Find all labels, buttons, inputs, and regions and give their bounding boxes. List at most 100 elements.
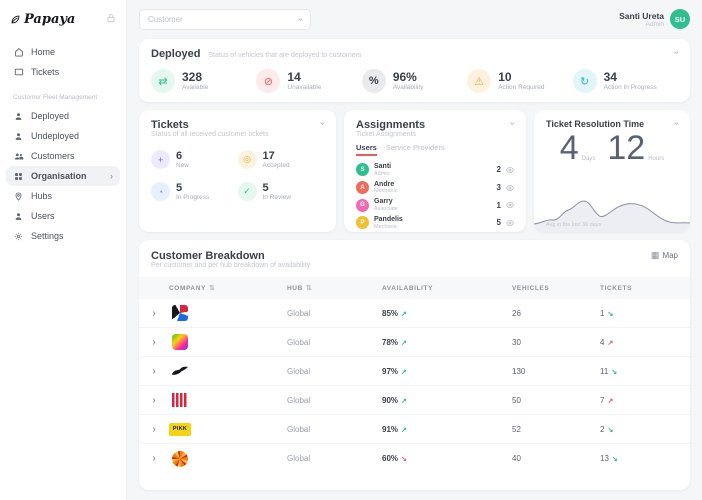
- accepted-icon: ◎: [237, 150, 257, 170]
- sidebar-item-label: Organisation: [31, 171, 87, 181]
- eye-icon[interactable]: [506, 184, 514, 192]
- expand-chevron-icon[interactable]: ›: [152, 365, 156, 377]
- middle-row: Tickets Status of all received customer …: [139, 110, 690, 232]
- stat-new: + 6 New: [151, 150, 238, 169]
- table-row[interactable]: › Global 60% 40 13: [139, 444, 690, 473]
- vehicles-cell: 40: [512, 454, 521, 463]
- vehicles-cell: 26: [512, 308, 521, 318]
- assignments-card: Assignments Ticket Assignments › Users S…: [344, 110, 526, 232]
- company-logo: PIKK: [169, 421, 191, 437]
- resolution-days-label: Days: [581, 155, 596, 162]
- expand-chevron-icon[interactable]: ›: [152, 453, 156, 464]
- logo-text: Papaya: [24, 11, 76, 27]
- vehicles-cell: 30: [512, 337, 521, 347]
- user-block[interactable]: Santi Ureta Admin SU: [619, 9, 690, 29]
- expand-chevron-icon[interactable]: ›: [152, 307, 156, 319]
- collapse-chevron-icon[interactable]: ›: [508, 122, 518, 125]
- person-icon: [13, 112, 24, 121]
- gear-icon: [13, 232, 24, 241]
- stat-value: 14: [287, 69, 301, 84]
- stat-value: 17: [262, 150, 275, 162]
- expand-chevron-icon[interactable]: ›: [152, 394, 156, 406]
- sidebar-item-undeployed[interactable]: Undeployed: [0, 126, 126, 146]
- person-icon: [13, 132, 24, 141]
- user-role: Mechanic: [374, 223, 398, 230]
- stat-label: New: [176, 162, 190, 170]
- stat-unavailable: ⊘ 14 Unavailable: [256, 69, 361, 93]
- stat-value: 96%: [392, 69, 417, 84]
- lock-icon[interactable]: [106, 10, 116, 28]
- stat-label: Action Required: [498, 84, 545, 92]
- collapse-chevron-icon[interactable]: ›: [672, 51, 682, 54]
- sidebar-item-hubs[interactable]: Hubs: [0, 186, 126, 206]
- table-row[interactable]: › Global 85% 26 1: [139, 299, 690, 328]
- resolution-time-card: Ticket Resolution Time › 4 Days 12 Hours: [534, 110, 690, 232]
- company-logo: [169, 334, 191, 350]
- unavailable-icon: ⊘: [256, 69, 281, 93]
- expand-chevron-icon[interactable]: ›: [152, 336, 156, 348]
- user-name: Santi: [374, 163, 392, 170]
- tickets-subtitle: Status of all received customer tickets: [151, 131, 269, 138]
- home-icon: [13, 47, 24, 57]
- sidebar-item-label: Users: [31, 211, 55, 221]
- collapse-chevron-icon[interactable]: ›: [672, 122, 682, 125]
- table-row[interactable]: › Global 97% 130 11: [139, 357, 690, 386]
- customer-breakdown-card: Customer Breakdown Per customer and per …: [139, 240, 690, 490]
- sidebar-item-settings[interactable]: Settings: [0, 226, 126, 246]
- column-header-availability: Availability: [382, 284, 434, 292]
- sidebar-item-organisation[interactable]: Organisation ›: [6, 166, 120, 186]
- map-button-label: Map: [662, 251, 678, 260]
- column-header-hub[interactable]: Hub ⇅: [287, 284, 313, 293]
- collapse-chevron-icon[interactable]: ›: [318, 122, 328, 125]
- tab-service-providers[interactable]: Service Providers: [385, 143, 445, 152]
- sidebar-item-users[interactable]: Users: [0, 206, 126, 226]
- sidebar-item-customers[interactable]: Customers: [0, 146, 126, 166]
- sparkline-area: [534, 201, 690, 232]
- stat-label: Accepted: [262, 162, 290, 170]
- company-logo: [169, 305, 191, 321]
- sidebar-item-label: Settings: [31, 231, 64, 241]
- table-row[interactable]: › PIKK Global 91% 52 2: [139, 415, 690, 444]
- assignment-row: S Santi Admin 2: [356, 161, 514, 179]
- table-row[interactable]: › Global 78% 30 4: [139, 328, 690, 357]
- stat-accepted: ◎ 17 Accepted: [237, 150, 325, 170]
- column-header-company[interactable]: Company ⇅: [169, 284, 216, 293]
- eye-icon[interactable]: [506, 219, 514, 227]
- customer-select[interactable]: Customer ›: [139, 8, 311, 30]
- sidebar-section-label: Customer Fleet Management: [13, 94, 98, 101]
- assignment-count: 1: [496, 200, 501, 210]
- table-row[interactable]: › Global 90% 50 7: [139, 386, 690, 415]
- table-header: Company ⇅ Hub ⇅ Availability Vehicles Tick…: [139, 277, 690, 299]
- hub-cell: Global: [287, 424, 311, 434]
- eye-icon[interactable]: [506, 166, 514, 174]
- hub-cell: Global: [287, 366, 311, 376]
- user-name: Santi Ureta: [619, 10, 664, 21]
- sidebar-item-deployed[interactable]: Deployed: [0, 106, 126, 126]
- sidebar-item-label: Hubs: [31, 191, 53, 201]
- stat-value: 328: [182, 69, 203, 84]
- map-button[interactable]: ▦ Map: [651, 250, 678, 261]
- company-logo: [169, 392, 191, 408]
- eye-icon[interactable]: [506, 201, 514, 209]
- hub-cell: Global: [287, 308, 311, 318]
- user-role: Admin: [374, 170, 390, 177]
- assignment-count: 2: [496, 165, 501, 175]
- tickets-cell: 7: [600, 396, 690, 405]
- sidebar-item-home[interactable]: Home: [0, 42, 126, 62]
- user-role: Admin: [645, 20, 664, 28]
- person-icon: [13, 212, 24, 221]
- avatar[interactable]: SU: [670, 9, 690, 29]
- tab-users[interactable]: Users: [356, 143, 377, 156]
- sort-icon: ⇅: [305, 285, 313, 292]
- availability-cell: 60%: [382, 454, 512, 463]
- sidebar-item-tickets[interactable]: Tickets: [0, 62, 126, 82]
- warning-icon: ⚠: [467, 69, 492, 93]
- assignment-row: A Andre Mechanic 3: [356, 179, 514, 197]
- chevron-down-icon: ›: [296, 17, 306, 21]
- percent-icon: %: [361, 69, 386, 93]
- expand-chevron-icon[interactable]: ›: [152, 423, 156, 435]
- stat-label: Available: [182, 84, 209, 92]
- deployed-subtitle: Status of vehicles that are deployed to …: [208, 52, 362, 59]
- column-header-vehicles: Vehicles: [512, 284, 550, 292]
- deployed-card: Deployed Status of vehicles that are dep…: [139, 39, 690, 102]
